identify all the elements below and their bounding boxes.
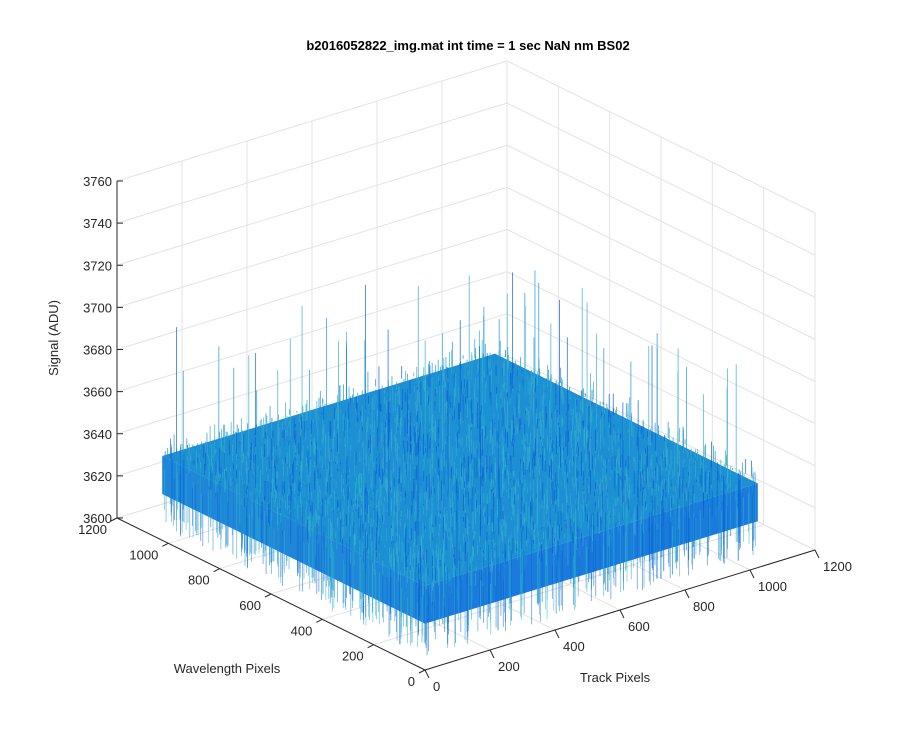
grid-line [506,271,816,425]
tick-labels: 0 200 400 600 800 1000 1200 0 200 400 600 800 1000 12… [78,174,852,694]
x-tick-label: 800 [693,599,715,614]
y-tick [110,517,118,522]
grid-line [116,229,508,350]
z-tick-label: 3680 [83,343,112,358]
z-tick-label: 3660 [83,385,112,400]
y-tick [418,669,426,674]
grid-line [506,102,816,256]
y-tick-label: 0 [408,674,415,689]
x-tick [814,549,820,559]
grid-line [116,186,508,308]
grid-line [116,271,508,393]
grid-line [116,144,508,266]
grid-line [116,313,508,435]
x-tick [489,649,495,659]
x-tick-label: 200 [498,659,520,674]
grid-line [116,60,508,182]
x-tick-label: 1200 [823,559,852,574]
y-tick-label: 1200 [78,522,107,537]
y-tick-label: 800 [188,573,210,588]
grid-line [116,102,508,224]
x-tick [619,609,625,619]
y-tick [316,618,323,623]
y-tick [213,568,220,573]
y-tick-label: 200 [342,649,364,664]
y-tick [367,644,374,649]
y-tick-label: 400 [291,623,313,638]
x-tick [684,589,690,599]
grid-line [506,313,816,467]
x-tick [424,669,430,679]
x-axis-label: Track Pixels [580,670,651,685]
grid-line [373,524,764,646]
z-tick-label: 3600 [83,511,112,526]
y-tick [264,593,272,598]
y-axis-label: Wavelength Pixels [174,661,281,676]
x-tick [554,629,560,639]
y-tick-label: 1000 [129,547,158,562]
z-tick-label: 3700 [83,300,112,315]
chart-title: b2016052822_img.mat int time = 1 sec NaN… [306,38,629,53]
grid-line [506,186,816,340]
chart-axes [110,180,820,679]
z-tick-label: 3760 [83,174,112,189]
grid-line [506,355,816,509]
grid-line [506,229,816,382]
z-tick-label: 3620 [83,469,112,484]
z-tick-label: 3740 [83,216,112,231]
grid-line [506,144,816,298]
grid-line [506,60,816,214]
x-tick-label: 0 [433,679,440,694]
x-tick-label: 400 [563,639,585,654]
z-axis-label: Signal (ADU) [46,300,61,376]
y-tick-label: 600 [239,598,261,613]
surface-plot [162,270,758,656]
z-tick-label: 3640 [83,427,112,442]
y-tick [162,542,169,547]
x-tick-label: 1000 [758,579,787,594]
z-tick-label: 3720 [83,258,112,273]
x-tick-label: 600 [628,619,650,634]
x-tick [749,569,755,579]
